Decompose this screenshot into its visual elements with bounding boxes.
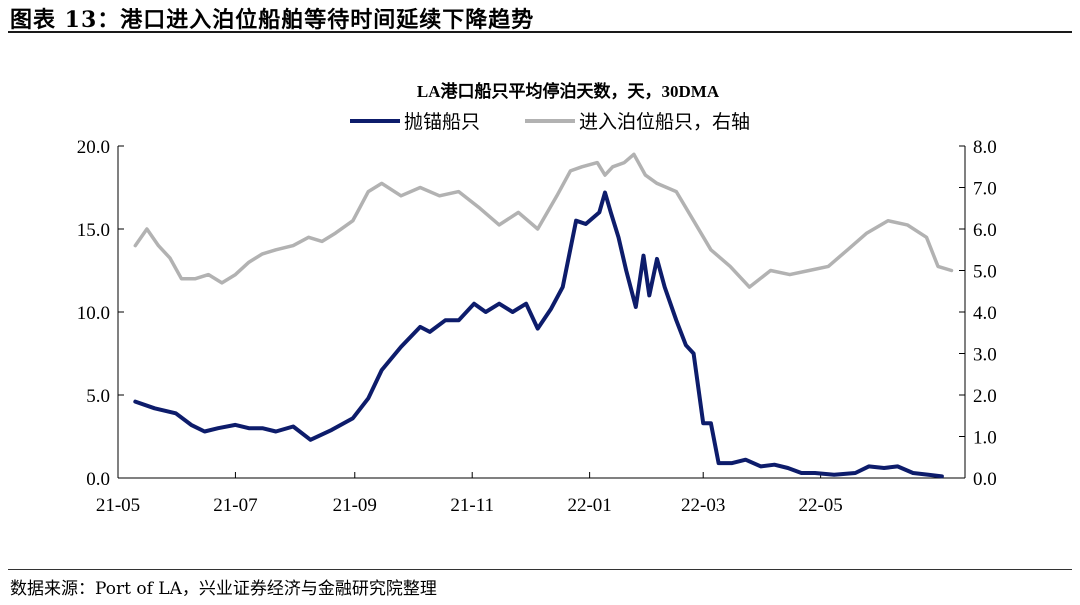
figure-title: 图表 13：港口进入泊位船舶等待时间延续下降趋势	[10, 7, 535, 33]
x-tick-label: 21-05	[96, 495, 140, 516]
source-note: 数据来源：Port of LA，兴业证券经济与金融研究院整理	[10, 579, 437, 599]
right-y-tick-label: 4.0	[973, 303, 997, 324]
source-rule	[8, 569, 1072, 570]
right-y-tick-label: 7.0	[973, 179, 997, 200]
x-tick-label: 22-05	[798, 495, 842, 516]
line-chart: LA港口船只平均停泊天数，天，30DMA 抛锚船只 进入泊位船只，右轴 0.0 5…	[77, 81, 997, 516]
right-y-tick-label: 3.0	[973, 345, 997, 366]
chart-legend: 抛锚船只 进入泊位船只，右轴	[350, 111, 750, 133]
right-y-tick-label: 8.0	[973, 137, 997, 158]
left-y-tick-label: 15.0	[77, 220, 110, 241]
x-tick-label: 21-11	[450, 495, 494, 516]
right-y-tick-label: 0.0	[973, 469, 997, 490]
x-tick-label: 21-07	[213, 495, 257, 516]
chart-series	[133, 152, 954, 479]
right-y-tick-label: 6.0	[973, 220, 997, 241]
right-y-tick-label: 5.0	[973, 262, 997, 283]
right-y-tick-label: 2.0	[973, 386, 997, 407]
x-tick-label: 21-09	[333, 495, 377, 516]
chart-axes: 0.0 5.0 10.0 15.0 20.0 0.0 1.0 2.0 3.0 4.0 5.0 6.0 7…	[77, 137, 997, 516]
x-tick-label: 22-01	[567, 495, 611, 516]
x-tick-label: 22-03	[681, 495, 725, 516]
left-y-tick-label: 10.0	[77, 303, 110, 324]
chart-title: LA港口船只平均停泊天数，天，30DMA	[417, 81, 720, 101]
right-y-tick-label: 1.0	[973, 428, 997, 449]
legend-label-anchored: 抛锚船只	[404, 111, 480, 133]
left-y-tick-label: 20.0	[77, 137, 110, 158]
left-y-tick-label: 0.0	[86, 469, 110, 490]
series-line-berthed	[133, 152, 954, 289]
left-y-tick-label: 5.0	[86, 386, 110, 407]
series-line-anchored	[133, 190, 944, 479]
legend-label-berthed: 进入泊位船只，右轴	[579, 111, 750, 133]
title-rule	[8, 31, 1072, 33]
